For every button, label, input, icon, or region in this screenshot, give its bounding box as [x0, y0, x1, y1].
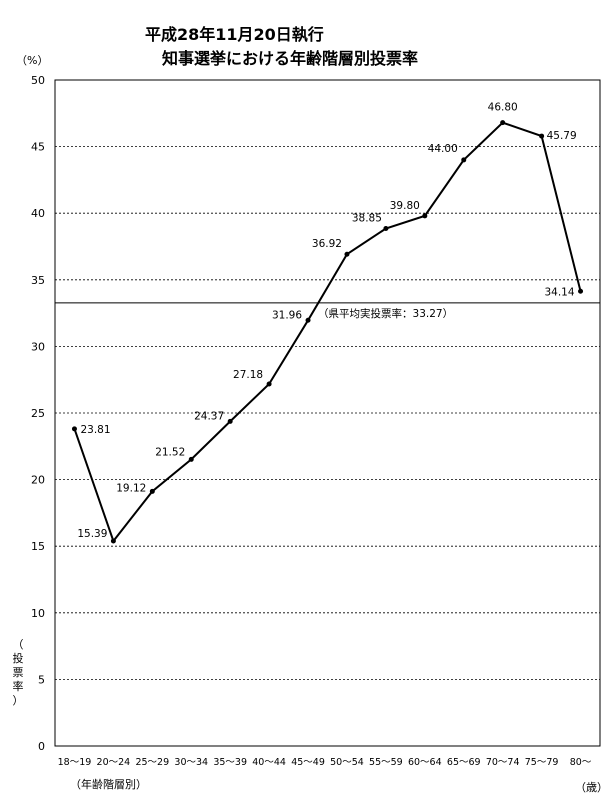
y-tick-label: 25 [31, 407, 45, 420]
x-tick-label: 25～29 [135, 757, 169, 768]
data-points [71, 120, 584, 544]
y-tick-label: 20 [31, 474, 45, 487]
data-point [344, 251, 350, 257]
chart-title: 平成28年11月20日執行 知事選挙における年齢階層別投票率 [145, 25, 418, 68]
data-label: 31.96 [272, 309, 302, 321]
x-tick-label: 40～44 [252, 757, 286, 768]
data-point [71, 426, 77, 432]
data-label: 38.85 [352, 213, 382, 225]
x-axis-label: （年齢階層別） [70, 777, 147, 791]
chart-title-line-2: 知事選挙における年齢階層別投票率 [162, 49, 418, 68]
y-axis-label-char: 率 [13, 679, 24, 693]
y-tick-label: 35 [31, 274, 45, 287]
x-tick-label: 30～34 [174, 757, 208, 768]
y-axis-label: （投票率） [13, 638, 24, 707]
data-point [188, 456, 194, 462]
data-point [383, 226, 389, 232]
x-tick-label: 55～59 [369, 757, 403, 768]
data-label: 44.00 [428, 143, 458, 155]
y-tick-label: 0 [38, 740, 45, 753]
plot-area-frame [54, 79, 601, 747]
y-tick-label: 50 [31, 74, 45, 87]
y-axis-label-char: （ [13, 638, 24, 651]
data-label: 15.39 [77, 528, 107, 540]
x-tick-label: 60～64 [408, 757, 442, 768]
y-axis-label-char: ） [13, 694, 24, 707]
data-label: 23.81 [80, 424, 110, 436]
y-axis-label-char: 投 [13, 651, 24, 665]
data-label: 27.18 [233, 369, 263, 381]
data-label: 19.12 [116, 482, 146, 494]
x-tick-label: 65～69 [447, 757, 481, 768]
y-axis-label-char: 票 [13, 666, 24, 679]
x-tick-label: 70～74 [486, 757, 520, 768]
data-point [110, 538, 116, 544]
data-labels: 23.81 15.39 19.12 21.52 24.37 27.18 31.96 36.92… [77, 102, 576, 540]
x-axis-ticks: 18～19 20～24 25～29 30～34 35～39 40～44 45～49 50～54… [58, 757, 592, 768]
y-axis-ticks: 0 5 10 15 20 25 30 35 40 45 50 [31, 74, 45, 753]
gridlines [55, 146, 600, 680]
data-label: 36.92 [312, 238, 342, 250]
x-tick-label: 18～19 [58, 757, 92, 768]
y-tick-label: 30 [31, 340, 45, 353]
x-tick-label: 20～24 [97, 757, 131, 768]
x-tick-label: 75～79 [525, 757, 559, 768]
x-tick-label: 35～39 [213, 757, 247, 768]
data-label: 21.52 [155, 446, 185, 458]
x-tick-label: 50～54 [330, 757, 364, 768]
y-tick-label: 45 [31, 141, 45, 154]
y-axis-unit: （%） [16, 54, 48, 67]
data-label: 46.80 [488, 102, 518, 114]
y-tick-label: 10 [31, 607, 45, 620]
data-label: 45.79 [547, 130, 577, 142]
data-point [578, 288, 584, 294]
average-turnout-label: （県平均実投票率：33.27） [318, 307, 453, 320]
x-tick-label: 45～49 [291, 757, 325, 768]
data-point [227, 418, 233, 424]
data-point [266, 381, 272, 387]
data-point [305, 317, 311, 323]
data-label: 34.14 [544, 286, 574, 298]
x-axis-unit: （歳） [575, 781, 608, 794]
data-point [539, 133, 545, 139]
reference-line-group: （県平均実投票率：33.27） [55, 302, 600, 320]
x-tick-label: 80～ [570, 757, 592, 768]
chart-title-line-1: 平成28年11月20日執行 [145, 25, 324, 44]
data-point [149, 488, 155, 494]
y-tick-label: 40 [31, 207, 45, 220]
data-label: 24.37 [194, 410, 224, 422]
y-tick-label: 5 [38, 673, 45, 686]
data-point [500, 120, 506, 126]
data-point [461, 157, 467, 163]
y-tick-label: 15 [31, 540, 45, 553]
data-point [422, 213, 428, 219]
turnout-series-line [73, 121, 582, 544]
data-label: 39.80 [390, 200, 420, 212]
